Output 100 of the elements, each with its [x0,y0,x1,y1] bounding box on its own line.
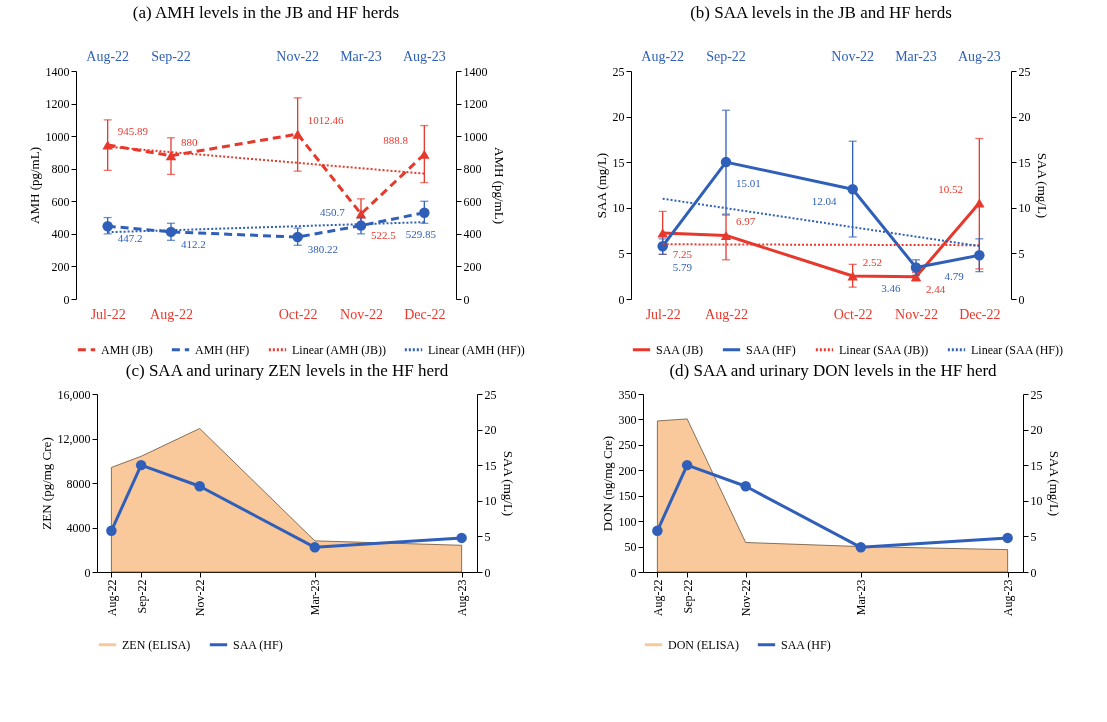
y2-axis-title: SAA (mg/L) [1034,152,1050,219]
y2-tick-label: 20 [1030,423,1042,438]
y-tick-label: 16,000 [57,387,91,402]
x-tick-label: Aug-22 [705,306,748,322]
y-tick-label: 1200 [45,97,70,112]
point [651,525,663,537]
chart-title: (c) SAA and urinary ZEN levels in the HF herd [125,361,449,380]
y2-axis-title: SAA (mg/L) [1046,450,1061,517]
y-tick-label: 200 [51,259,70,274]
y-axis-title: ZEN (pg/mg Cre) [38,437,54,530]
legend-label: SAA (HF) [746,342,796,357]
data-label: 945.89 [117,124,149,137]
x-tick-label: Aug-22 [650,579,665,617]
y-tick-label: 600 [51,194,70,209]
y2-tick-label: 1000 [463,129,488,144]
data-label: 4.79 [944,270,965,283]
point [106,525,117,537]
y-axis-title: SAA (mg/L) [593,152,609,219]
y2-tick-label: 0 [1018,292,1025,307]
chart-title: (a) AMH levels in the JB and HF herds [132,3,400,22]
x-tick-label: Oct-22 [833,306,873,322]
y-tick-label: 25 [612,64,625,79]
legend-label: AMH (JB) [101,342,153,357]
y2-tick-label: 25 [1030,387,1042,402]
point [855,542,866,553]
x-tick-label: Aug-23 [455,579,470,617]
y-tick-label: 1000 [45,129,70,144]
y2-axis-title: SAA (mg/L) [500,450,516,517]
x-tick-label: Aug-22 [104,579,119,617]
text: Sep-22 [706,49,746,64]
y2-tick-label: 10 [484,494,497,509]
legend-label: Linear (SAA (JB)) [839,342,929,357]
y2-tick-label: 5 [1030,529,1036,544]
legend-label: SAA (HF) [780,637,831,652]
legend-label: AMH (HF) [195,342,250,357]
legend-label: Linear (SAA (HF)) [971,342,1063,357]
y-tick-label: 400 [51,227,70,242]
text: Aug-22 [641,49,685,64]
y-tick-label: 10 [612,201,625,216]
point [309,542,321,553]
x-tick-label: Dec-22 [404,306,446,322]
data-label: 12.04 [811,195,837,208]
y2-tick-label: 25 [1018,64,1031,79]
chart-title: (b) SAA levels in the JB and HF herds [690,3,952,22]
legend-label: ZEN (ELISA) [122,637,191,652]
y-tick-label: 15 [612,155,625,170]
y-tick-label: 150 [618,489,636,504]
point [194,481,205,492]
x-tick-label: Sep-22 [134,579,149,614]
data-label: 380.22 [307,243,338,256]
x-tick-label: Mar-23 [308,579,323,616]
point [681,459,692,471]
data-label: 2.52 [862,256,882,269]
y-tick-label: 250 [618,438,636,453]
text: Aug-23 [957,49,1001,64]
data-label: 3.46 [881,282,901,295]
x-tick-label: Sep-22 [680,579,695,614]
legend-label: Linear (AMH (HF)) [428,342,525,357]
y-tick-label: 8000 [66,476,91,491]
data-label: 10.52 [938,183,964,196]
data-label: 450.7 [320,205,346,218]
point [739,481,751,492]
y2-tick-label: 0 [484,565,491,580]
data-label: 2.44 [926,282,946,295]
y-tick-label: 0 [630,565,636,580]
y2-tick-label: 10 [1030,494,1042,509]
y-tick-label: 4000 [66,521,91,535]
data-label: 880 [181,135,198,148]
x-tick-label: Nov-22 [895,306,938,322]
y2-tick-label: 10 [1018,201,1031,216]
x-tick-label: Nov-22 [738,579,753,617]
y-tick-label: 20 [612,110,625,125]
point [1001,532,1013,544]
y-tick-label: 0 [63,292,70,307]
legend-label: DON (ELISA) [667,637,739,652]
data-label: 1012.46 [307,114,344,127]
y2-tick-label: 600 [463,194,482,209]
y-tick-label: 300 [618,412,636,427]
y2-axis-title: AMH (pg/mL) [491,147,507,224]
y2-tick-label: 800 [463,162,482,177]
y-tick-label: 1400 [45,64,70,79]
point [135,459,147,471]
y2-tick-label: 0 [463,292,470,307]
y-tick-label: 12,000 [57,432,91,446]
y2-tick-label: 20 [1018,110,1031,125]
x-tick-label: Oct-22 [278,306,318,322]
text: Aug-22 [86,49,130,64]
y-tick-label: 50 [624,540,636,555]
x-tick-label: Jul-22 [645,306,681,322]
x-tick-label: Mar-23 [853,579,868,616]
text: Sep-22 [151,49,191,64]
data-label: 7.25 [672,247,693,260]
y2-tick-label: 1200 [463,97,488,112]
data-label: 522.5 [371,228,397,241]
y-tick-label: 800 [51,162,70,177]
point [456,532,467,544]
y2-tick-label: 15 [484,458,497,473]
y-tick-label: 350 [618,387,636,402]
y2-tick-label: 5 [1018,246,1025,261]
legend-label: SAA (JB) [656,342,704,357]
